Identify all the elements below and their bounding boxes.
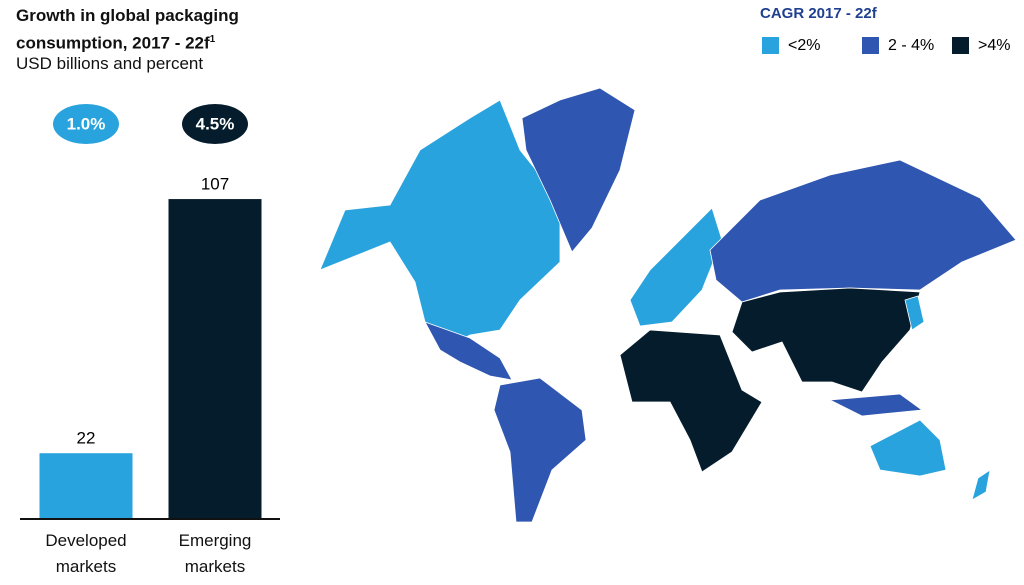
cagr-label: 1.0% xyxy=(67,114,106,133)
legend-swatch xyxy=(952,37,969,54)
russia xyxy=(709,159,1017,303)
japan xyxy=(904,295,925,331)
greenland xyxy=(521,87,636,253)
bar xyxy=(168,199,262,519)
value-label: 22 xyxy=(77,429,96,448)
europe xyxy=(629,207,723,327)
legend-swatch xyxy=(762,37,779,54)
new-zealand xyxy=(971,469,991,501)
asia xyxy=(731,287,921,393)
indonesia xyxy=(828,393,924,417)
legend-swatch xyxy=(862,37,879,54)
legend-label: 2 - 4% xyxy=(888,37,934,54)
cagr-badge xyxy=(182,104,248,144)
legend-label: >4% xyxy=(978,37,1010,54)
world-map xyxy=(319,87,1017,523)
chart-subtitle: USD billions and percent xyxy=(16,54,204,73)
africa xyxy=(619,329,763,473)
chart-title: Growth in global packaging consumption, … xyxy=(16,4,266,56)
bar xyxy=(39,453,133,519)
cagr-label: 4.5% xyxy=(196,114,235,133)
title-text: Growth in global packaging consumption, … xyxy=(16,6,239,53)
south-america xyxy=(493,377,587,523)
title-note: 1 xyxy=(209,34,216,45)
category-label: Developed markets xyxy=(45,531,127,576)
australia xyxy=(869,419,947,477)
north-america xyxy=(319,99,561,351)
legend-label: <2% xyxy=(788,37,820,54)
category-label: Emerging markets xyxy=(178,531,252,576)
central-america xyxy=(424,321,513,381)
value-label: 107 xyxy=(201,175,229,194)
legend-title: CAGR 2017 - 22f xyxy=(760,5,878,22)
cagr-badge xyxy=(53,104,119,144)
